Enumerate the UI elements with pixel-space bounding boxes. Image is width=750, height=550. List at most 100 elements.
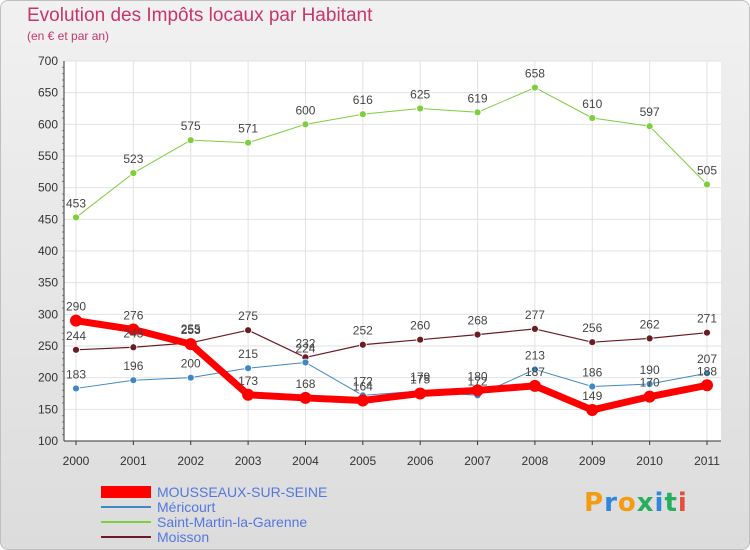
series-1-label-5: 172 <box>353 374 373 388</box>
series-line-1 <box>75 361 708 396</box>
series-0-label-2: 253 <box>181 323 201 337</box>
series-3-label-1: 248 <box>123 326 143 340</box>
y-tick-label-9: 550 <box>38 149 58 163</box>
y-tick-label-5: 350 <box>38 276 58 290</box>
series-2-label-11: 505 <box>697 164 717 178</box>
series-3-point-0 <box>72 345 80 354</box>
series-1-point-0 <box>72 384 80 393</box>
series-0-point-2 <box>184 338 197 351</box>
logo-letter: i <box>654 488 665 518</box>
logo-letter: x <box>636 488 655 518</box>
series-1-label-6: 179 <box>410 370 430 384</box>
x-tick-label-0: 2000 <box>63 454 90 468</box>
y-tick-label-6: 400 <box>38 244 58 258</box>
series-3-point-10 <box>645 334 654 343</box>
series-3-point-5 <box>358 340 367 349</box>
x-tick-label-10: 2010 <box>636 454 663 468</box>
y-tick-label-1: 150 <box>38 402 58 416</box>
series-0-label-10: 170 <box>640 376 660 390</box>
y-tick-label-12: 700 <box>38 54 58 68</box>
series-0-point-11 <box>701 379 713 392</box>
series-1-label-2: 200 <box>181 357 201 371</box>
legend-swatch-2 <box>101 521 151 523</box>
series-1-label-8: 213 <box>525 348 545 362</box>
proxiti-logo: Proxiti <box>584 488 688 518</box>
series-1-point-11 <box>703 369 711 378</box>
x-tick-label-6: 2006 <box>407 454 434 468</box>
series-2-label-1: 523 <box>123 152 143 166</box>
series-2-point-3 <box>244 138 252 147</box>
series-0-label-6: 175 <box>410 373 430 387</box>
series-0-label-5: 164 <box>353 379 373 393</box>
y-tick-label-10: 600 <box>38 117 58 131</box>
series-3-point-11 <box>703 328 711 337</box>
series-0-point-8 <box>528 379 541 392</box>
series-0-label-1: 276 <box>123 309 143 323</box>
series-3-point-6 <box>416 335 425 344</box>
legend-label-3: Moisson <box>157 529 210 545</box>
series-2-point-4 <box>301 120 310 129</box>
chart-title: Evolution des Impôts locaux par Habitant <box>27 5 373 26</box>
logo-letter: i <box>677 488 688 518</box>
series-3-label-5: 252 <box>353 324 373 338</box>
series-0-point-3 <box>242 388 255 401</box>
series-1-point-8 <box>531 365 539 374</box>
series-2-point-7 <box>473 108 482 117</box>
series-line-0 <box>72 317 711 414</box>
series-2-label-8: 658 <box>525 67 545 81</box>
series-2-point-10 <box>645 122 654 131</box>
x-tick-label-1: 2001 <box>120 454 147 468</box>
series-2-point-0 <box>72 213 80 222</box>
series-0-label-8: 187 <box>525 365 545 379</box>
chart-subtitle: (en € et par an) <box>27 29 110 43</box>
series-0-label-3: 173 <box>238 374 258 388</box>
series-0-label-11: 188 <box>697 364 717 378</box>
series-0-label-7: 180 <box>468 369 488 383</box>
series-3-point-8 <box>531 324 539 333</box>
series-3-label-9: 256 <box>582 321 602 335</box>
y-tick-label-3: 250 <box>38 339 58 353</box>
series-0-label-9: 149 <box>582 389 602 403</box>
y-tick-label-2: 200 <box>38 371 58 385</box>
series-2-label-7: 619 <box>468 91 488 105</box>
series-1-label-7: 172 <box>468 374 488 388</box>
y-tick-label-4: 300 <box>38 307 58 321</box>
series-line-2 <box>75 87 708 218</box>
series-1-label-9: 186 <box>582 366 602 380</box>
series-3-point-9 <box>588 338 597 347</box>
series-0-label-0: 290 <box>66 300 86 314</box>
series-0-label-4: 168 <box>295 377 315 391</box>
series-3-label-4: 232 <box>295 336 315 350</box>
y-tick-label-8: 500 <box>38 181 58 195</box>
series-2-label-9: 610 <box>582 97 602 111</box>
x-tick-label-5: 2005 <box>349 454 376 468</box>
series-3-label-0: 244 <box>66 329 86 343</box>
series-1-label-4: 224 <box>295 341 315 355</box>
series-2-label-6: 625 <box>410 88 430 102</box>
legend-swatch-1 <box>101 506 151 508</box>
y-tick-label-0: 100 <box>38 434 58 448</box>
legend-swatch-3 <box>101 536 151 538</box>
x-tick-label-2: 2002 <box>177 454 204 468</box>
series-2-label-4: 600 <box>295 103 315 117</box>
series-1-point-10 <box>645 380 654 388</box>
series-2-label-5: 616 <box>353 93 373 107</box>
series-0-point-9 <box>586 403 599 416</box>
series-0-point-4 <box>299 391 312 404</box>
logo-letter: t <box>664 488 678 518</box>
series-2-point-2 <box>186 136 195 145</box>
series-2-point-11 <box>703 180 711 189</box>
x-tick-label-9: 2009 <box>579 454 606 468</box>
series-1-label-3: 215 <box>238 347 258 361</box>
legend-swatch-0 <box>101 486 151 498</box>
legend-label-1: Méricourt <box>157 499 216 515</box>
series-2-point-1 <box>129 169 138 178</box>
series-3-point-3 <box>244 326 252 335</box>
series-3-label-6: 260 <box>410 319 430 333</box>
series-3-point-7 <box>473 330 482 339</box>
series-2-point-9 <box>588 114 597 122</box>
series-3-label-8: 277 <box>525 308 545 322</box>
series-2-label-10: 597 <box>640 105 660 119</box>
